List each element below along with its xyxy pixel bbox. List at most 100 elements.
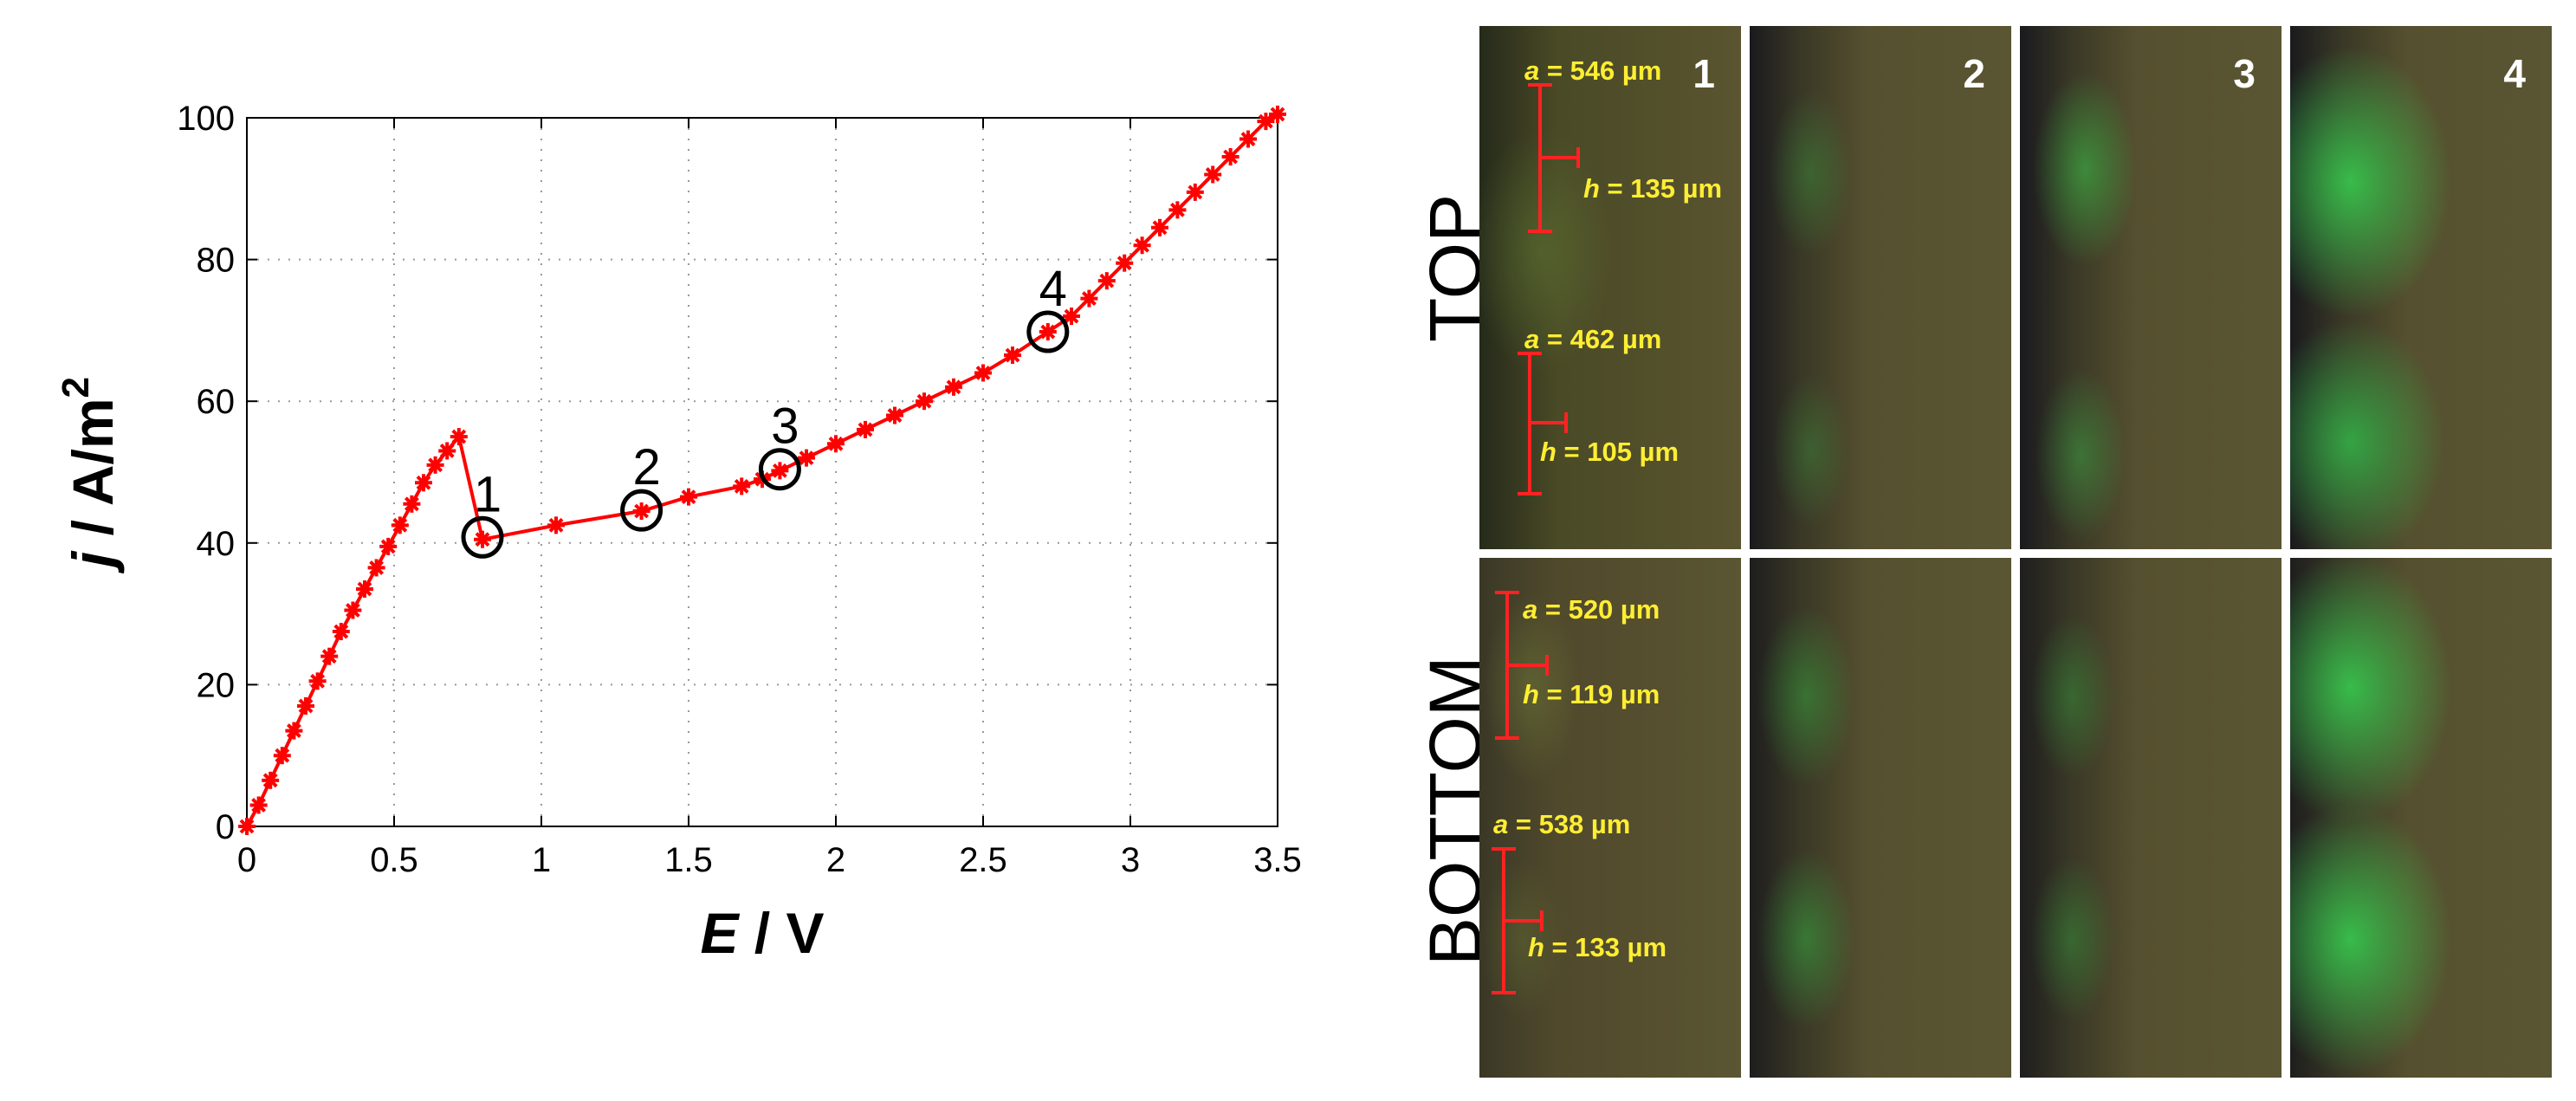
annotation-circle (461, 515, 504, 559)
annotation-label: 2 (632, 439, 660, 495)
panel-number: 4 (2503, 51, 2526, 96)
x-tick-label: 1.5 (664, 841, 713, 879)
data-point-marker (1186, 183, 1204, 201)
panel-bottom-3 (2020, 558, 2282, 1078)
measurement-a-bottom-lower: a = 538 µm (1493, 809, 1631, 839)
data-point-marker (733, 477, 751, 495)
x-tick-label: 2 (826, 841, 845, 879)
data-point-marker (391, 516, 409, 534)
y-tick-label: 0 (216, 808, 235, 846)
data-point-marker (438, 442, 456, 460)
data-point-marker (827, 435, 845, 453)
panel-top-3: 3 (2020, 26, 2282, 549)
x-tick-label: 2.5 (959, 841, 1007, 879)
measurement-a-top-lower: a = 462 µm (1524, 324, 1662, 354)
data-point-marker (1039, 323, 1057, 341)
data-point-marker (474, 530, 491, 548)
data-point-marker (1221, 147, 1239, 165)
data-point-marker (1080, 289, 1098, 308)
annotation-label: 1 (474, 466, 502, 522)
annotation-label: 3 (771, 398, 799, 455)
data-point-marker (1004, 346, 1021, 365)
data-point-marker (238, 818, 256, 835)
axis-ticks (246, 117, 1278, 827)
x-tick-label: 0 (237, 841, 256, 879)
data-point-marker (1133, 236, 1151, 255)
series-markers (238, 105, 1286, 835)
data-point-marker (450, 428, 468, 446)
data-point-marker (1257, 113, 1275, 131)
data-point-marker (632, 502, 650, 520)
panel-bottom-4 (2290, 558, 2552, 1078)
data-point-marker (974, 364, 992, 382)
data-point-marker (1204, 165, 1222, 184)
data-point-marker (945, 378, 962, 396)
data-point-marker (1116, 254, 1134, 272)
data-point-marker (886, 406, 903, 424)
panel-number: 1 (1693, 51, 1715, 96)
data-point-marker (273, 747, 291, 765)
data-point-marker (1168, 201, 1187, 219)
data-point-marker (798, 449, 815, 467)
panel-top-1: 1 a = 546 µm h = 135 µm a = 462 µm h = 1… (1479, 26, 1741, 549)
panel-bottom-1: a = 520 µm h = 119 µm a = 538 µm h = 133… (1479, 558, 1741, 1078)
measurement-h-top-lower: h = 105 µm (1540, 437, 1680, 467)
y-tick-labels: 0 20 40 60 80 100 (177, 100, 235, 846)
y-axis-label: j / A/m2 (55, 377, 125, 574)
annotation-circle (758, 448, 801, 491)
data-point-marker (356, 580, 373, 598)
data-point-marker (415, 474, 432, 492)
current-voltage-chart: 0 0.5 1 1.5 2 2.5 3 3.5 0 20 40 60 80 100 1 2 3 4 E / V… (55, 100, 1302, 965)
x-axis-label: E / V (700, 901, 824, 965)
data-point-marker (771, 462, 789, 480)
x-tick-labels: 0 0.5 1 1.5 2 2.5 3 3.5 (237, 841, 1302, 879)
measurement-a-bottom-upper: a = 520 µm (1523, 594, 1660, 625)
y-tick-label: 60 (197, 383, 236, 421)
data-point-marker (426, 456, 444, 474)
panel-number: 3 (2233, 51, 2256, 96)
measurement-a-top-upper: a = 546 µm (1524, 55, 1662, 86)
data-point-marker (547, 516, 565, 534)
data-point-marker (916, 392, 933, 411)
data-point-marker (403, 495, 421, 513)
y-tick-label: 100 (177, 100, 235, 138)
grid-lines (247, 118, 1278, 826)
data-point-marker (857, 420, 874, 438)
plot-frame (246, 117, 1278, 827)
data-point-marker (379, 537, 398, 555)
y-tick-label: 40 (197, 525, 236, 563)
data-point-marker (1097, 272, 1116, 290)
panel-number: 2 (1963, 51, 1985, 96)
annotation-circle (1026, 310, 1070, 353)
measurement-h-top-upper: h = 135 µm (1583, 173, 1723, 204)
x-tick-label: 0.5 (370, 841, 418, 879)
annotations: 1 2 3 4 (461, 261, 1070, 559)
data-point-marker (344, 601, 362, 619)
data-point-marker (1239, 130, 1257, 148)
panel-top-4: 4 (2290, 26, 2552, 549)
scale-markers (1492, 591, 1549, 994)
y-tick-label: 20 (197, 666, 236, 704)
data-point-marker (680, 488, 697, 506)
data-point-marker (297, 696, 314, 715)
panel-top-2: 2 (1750, 26, 2011, 549)
measurement-h-bottom-upper: h = 119 µm (1523, 679, 1660, 709)
data-point-marker (1151, 218, 1168, 236)
x-tick-label: 3 (1121, 841, 1140, 879)
x-tick-label: 1 (532, 841, 551, 879)
measurement-h-bottom-lower: h = 133 µm (1528, 932, 1667, 962)
annotation-circle (620, 489, 663, 532)
data-point-marker (367, 559, 385, 577)
annotation-label: 4 (1039, 261, 1067, 317)
data-point-marker (1063, 308, 1080, 326)
data-point-marker (262, 771, 280, 789)
x-tick-label: 3.5 (1253, 841, 1302, 879)
scale-markers (1518, 83, 1580, 495)
data-point-marker (1269, 105, 1286, 123)
data-point-marker (285, 722, 303, 740)
data-point-marker (249, 796, 268, 814)
data-point-marker (320, 647, 339, 665)
panel-bottom-2 (1750, 558, 2011, 1078)
data-point-marker (332, 623, 350, 641)
y-tick-label: 80 (197, 242, 236, 280)
